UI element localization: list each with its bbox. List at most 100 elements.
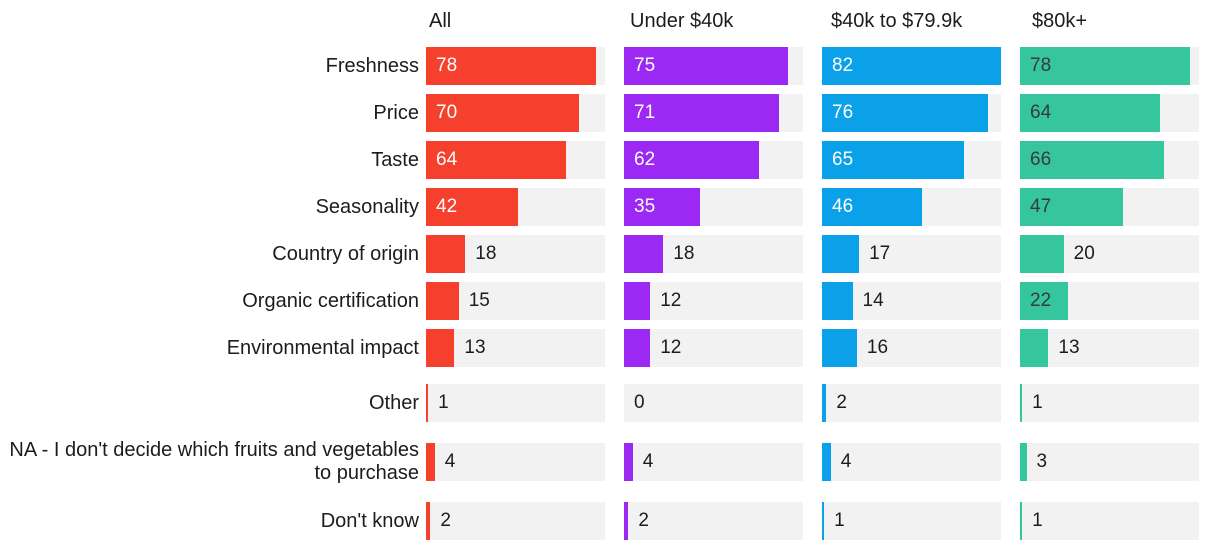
bar-value-label: 64 <box>436 149 458 170</box>
bar-value-label: 66 <box>1030 149 1052 170</box>
bar-track: 12 <box>624 329 803 367</box>
bar-track: 4 <box>426 443 605 481</box>
bar-track: 76 <box>822 94 1001 132</box>
bar-track: 2 <box>822 384 1001 422</box>
bar-value-label: 1 <box>1032 510 1043 531</box>
bar-track: 62 <box>624 141 803 179</box>
bar-track: 22 <box>1020 282 1199 320</box>
bar <box>822 443 831 481</box>
category-label: Environmental impact <box>226 336 419 359</box>
bar-value-label: 1 <box>1032 392 1043 413</box>
chart-cell: 12 <box>624 329 803 367</box>
bar: 82 <box>822 47 1001 85</box>
bar-value-label: 0 <box>634 392 645 413</box>
bar <box>426 502 431 540</box>
category-label: Country of origin <box>272 242 419 265</box>
bar-track: 18 <box>624 235 803 273</box>
chart-cell: 76 <box>822 94 1001 132</box>
bar: 22 <box>1020 282 1069 320</box>
bar-track: 70 <box>426 94 605 132</box>
bar: 64 <box>426 141 566 179</box>
bar-value-label: 78 <box>1030 55 1052 76</box>
chart-cell: 47 <box>1020 188 1199 226</box>
bar-track: 13 <box>1020 329 1199 367</box>
chart-row: Freshness 78 75 82 78 <box>0 47 1220 85</box>
chart-row: Other 1 0 2 1 <box>0 384 1220 422</box>
chart-cell: 13 <box>1020 329 1199 367</box>
bar <box>624 329 651 367</box>
bar-track: 2 <box>624 502 803 540</box>
bar-value-label: 4 <box>444 451 456 472</box>
chart-cell: 18 <box>624 235 803 273</box>
bar-track: 82 <box>822 47 1001 85</box>
bar-value-label: 4 <box>840 451 852 472</box>
bar <box>1020 443 1027 481</box>
bar-track: 64 <box>426 141 605 179</box>
bar: 47 <box>1020 188 1123 226</box>
bar: 42 <box>426 188 518 226</box>
chart-cell: 16 <box>822 329 1001 367</box>
chart-cell: 46 <box>822 188 1001 226</box>
bar-track: 4 <box>822 443 1001 481</box>
category-label: Seasonality <box>315 195 419 218</box>
bar: 71 <box>624 94 779 132</box>
bar-track: 64 <box>1020 94 1199 132</box>
bar-track: 18 <box>426 235 605 273</box>
chart-cell: 2 <box>426 502 605 540</box>
chart-row: Environmental impact 13 12 16 13 <box>0 329 1220 367</box>
bar-track: 46 <box>822 188 1001 226</box>
chart-cell: 20 <box>1020 235 1199 273</box>
bar-value-label: 13 <box>1058 337 1080 358</box>
bar-value-label: 46 <box>832 196 854 217</box>
bar-value-label: 2 <box>836 392 847 413</box>
bar <box>1020 329 1049 367</box>
bar-value-label: 42 <box>436 196 458 217</box>
category-label: Organic certification <box>242 289 419 312</box>
bar-value-label: 47 <box>1030 196 1052 217</box>
chart-cell: 4 <box>624 443 803 481</box>
chart-row: Taste 64 62 65 66 <box>0 141 1220 179</box>
bar <box>624 443 633 481</box>
bar-track: 42 <box>426 188 605 226</box>
bar-track: 75 <box>624 47 803 85</box>
chart-row: Price 70 71 76 64 <box>0 94 1220 132</box>
bar-value-label: 22 <box>1030 290 1052 311</box>
bar-value-label: 2 <box>638 510 649 531</box>
bar <box>822 282 853 320</box>
bar-track: 3 <box>1020 443 1199 481</box>
chart-rows: Freshness 78 75 82 78 Price 70 71 76 64 Taste 64 62 6… <box>0 47 1220 540</box>
bar-track: 1 <box>426 384 605 422</box>
bar-value-label: 15 <box>468 290 490 311</box>
bar-track: 2 <box>426 502 605 540</box>
column-headers: All Under $40k $40k to $79.9k $80k+ <box>0 6 1220 36</box>
bar-value-label: 14 <box>862 290 884 311</box>
chart-cell: 2 <box>624 502 803 540</box>
bar-track: 0 <box>624 384 803 422</box>
bar <box>426 384 429 422</box>
chart-row: Don't know 2 2 1 1 <box>0 502 1220 540</box>
bar: 75 <box>624 47 788 85</box>
chart-cell: 14 <box>822 282 1001 320</box>
chart-cell: 78 <box>426 47 605 85</box>
category-label: Freshness <box>325 54 419 77</box>
chart-cell: 22 <box>1020 282 1199 320</box>
bar-track: 16 <box>822 329 1001 367</box>
bar-track: 15 <box>426 282 605 320</box>
bar: 76 <box>822 94 988 132</box>
bar-track: 13 <box>426 329 605 367</box>
chart-cell: 64 <box>1020 94 1199 132</box>
bar-track: 66 <box>1020 141 1199 179</box>
bar <box>624 502 629 540</box>
bar-track: 1 <box>822 502 1001 540</box>
bar-value-label: 12 <box>660 337 682 358</box>
chart-row: Country of origin 18 18 17 20 <box>0 235 1220 273</box>
bar-value-label: 64 <box>1030 102 1052 123</box>
bar-track: 20 <box>1020 235 1199 273</box>
chart-cell: 35 <box>624 188 803 226</box>
bar <box>1020 502 1023 540</box>
bar-value-label: 17 <box>869 243 891 264</box>
category-label: Don't know <box>320 509 419 532</box>
chart-cell: 2 <box>822 384 1001 422</box>
chart-cell: 64 <box>426 141 605 179</box>
